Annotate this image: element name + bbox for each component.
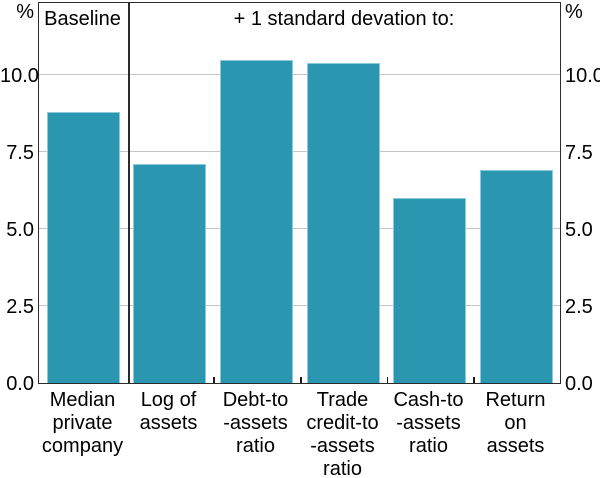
plot-area (38, 2, 561, 384)
y-tick-label: 5.0 (6, 218, 34, 241)
category-label-line: ratio (409, 435, 448, 457)
y-tick-label: 7.5 (565, 141, 593, 164)
category-label-line: company (41, 435, 124, 457)
x-axis-tick (473, 377, 475, 383)
y-axis-unit-left: % (16, 1, 34, 23)
category-label-line: Cash-to (393, 389, 464, 411)
y-tick-label: 10.0 (565, 64, 600, 87)
bar-treatment-5 (480, 170, 553, 383)
gridline (39, 73, 560, 75)
category-label-line: assets (486, 435, 545, 457)
category-label-line: Median (49, 389, 116, 411)
category-label-3: Trade credit-to -assets ratio (288, 389, 398, 478)
gridline (39, 227, 560, 229)
category-label-line: credit-to (306, 412, 379, 434)
gridline (39, 304, 560, 306)
category-label-line: Log of (140, 389, 197, 411)
category-label-line: Trade (316, 389, 369, 411)
section-divider-line (128, 3, 130, 383)
category-label-line: -assets (310, 435, 375, 457)
category-label-line: -assets (223, 412, 288, 434)
y-tick-label: 0.0 (6, 373, 34, 395)
y-tick-label: 2.5 (6, 295, 34, 318)
x-axis-tick (300, 377, 302, 383)
bar-treatment-3 (307, 62, 380, 383)
x-axis-tick (386, 377, 388, 383)
category-label-2: Debt-to -assets ratio (201, 389, 311, 458)
y-tick-label: 10.0 (0, 64, 39, 87)
category-label-line: assets (139, 412, 198, 434)
bar-treatment-1 (133, 164, 206, 383)
category-label-0: Median private company (28, 389, 138, 458)
bar-baseline-0 (47, 111, 120, 383)
y-axis-unit-right: % (565, 1, 583, 23)
category-label-line: Return (485, 389, 546, 411)
chart-title: + 1 standard devation to: (233, 8, 455, 30)
category-label-line: ratio (236, 435, 275, 457)
y-tick-label: 7.5 (6, 141, 34, 164)
baseline-panel-label: Baseline (44, 8, 121, 30)
category-label-line: on (504, 412, 527, 434)
category-label-line: -assets (396, 412, 461, 434)
category-label-5: Return on assets (461, 389, 571, 458)
gridline (39, 150, 560, 152)
y-tick-label: 5.0 (565, 218, 593, 241)
bar-treatment-2 (220, 59, 293, 383)
category-label-1: Log of assets (114, 389, 224, 435)
bar-treatment-4 (393, 198, 466, 383)
y-tick-label: 0.0 (565, 373, 593, 395)
category-label-line: Debt-to (222, 389, 289, 411)
x-axis-tick (213, 377, 215, 383)
category-label-4: Cash-to -assets ratio (374, 389, 484, 458)
category-label-line: ratio (323, 458, 362, 478)
category-label-line: private (52, 412, 113, 434)
y-tick-label: 2.5 (565, 295, 593, 318)
